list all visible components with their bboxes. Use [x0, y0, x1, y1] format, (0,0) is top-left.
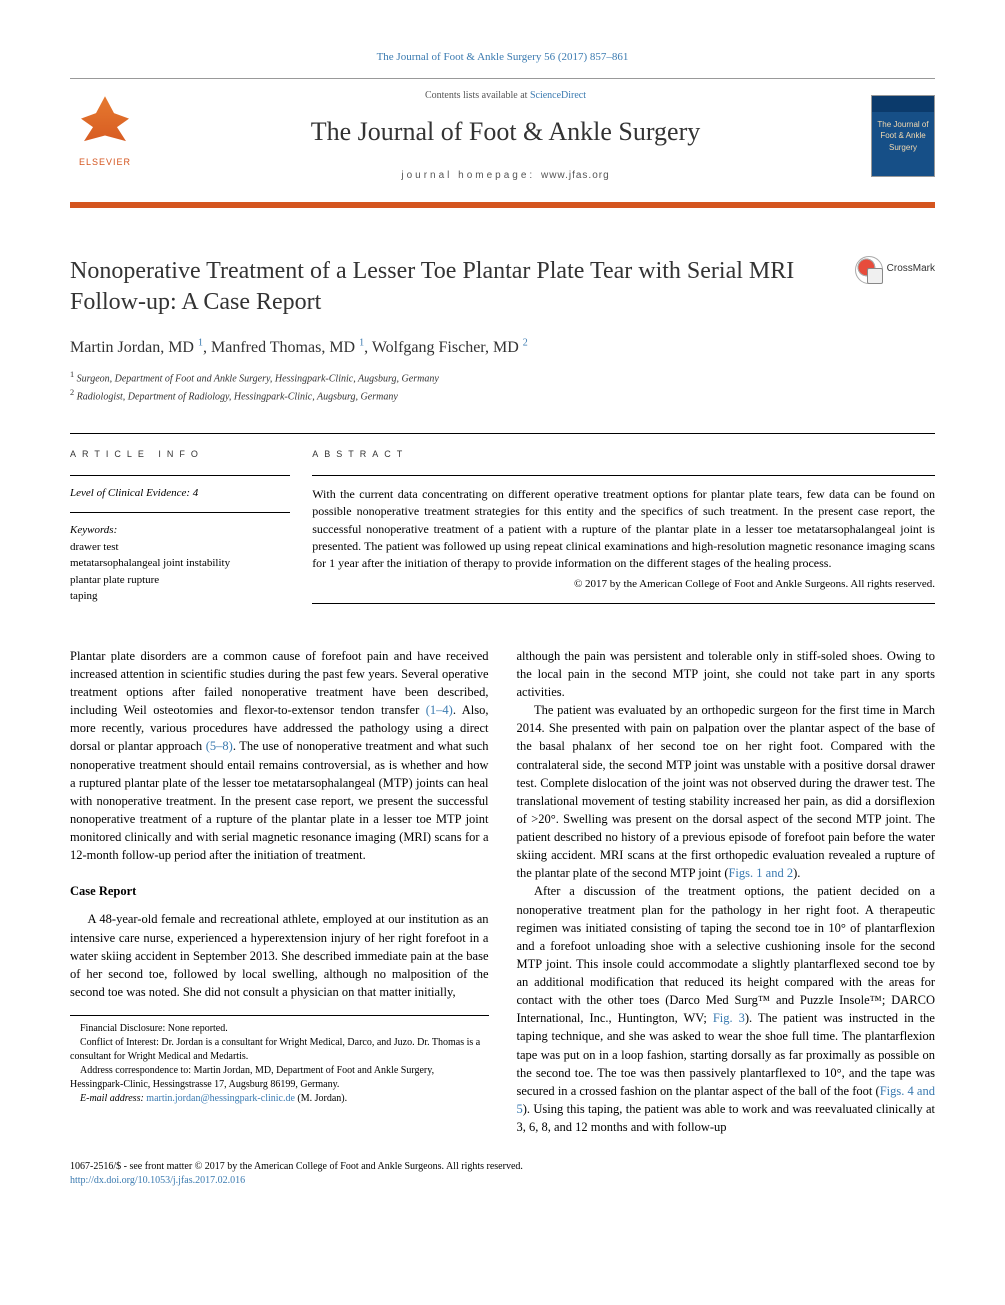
case-paragraph-1: A 48-year-old female and recreational at…	[70, 910, 489, 1001]
keywords-label: Keywords:	[70, 523, 290, 539]
keyword-item: drawer test	[70, 539, 290, 556]
col2-paragraph-1: although the pain was persistent and tol…	[517, 647, 936, 701]
journal-homepage-line: journal homepage: www.jfas.org	[140, 169, 871, 184]
affiliation-2: 2 Radiologist, Department of Radiology, …	[70, 387, 935, 405]
contents-prefix: Contents lists available at	[425, 90, 530, 101]
homepage-link[interactable]: www.jfas.org	[541, 170, 610, 181]
affiliation-1: 1 Surgeon, Department of Foot and Ankle …	[70, 369, 935, 387]
ref-link[interactable]: (5–8)	[206, 739, 233, 753]
abstract-text: With the current data concentrating on d…	[312, 486, 935, 573]
col2-paragraph-2: The patient was evaluated by an orthoped…	[517, 701, 936, 882]
abstract-column: ABSTRACT With the current data concentra…	[312, 434, 935, 605]
article-title: Nonoperative Treatment of a Lesser Toe P…	[70, 256, 855, 318]
correspondence-email-link[interactable]: martin.jordan@hessingpark-clinic.de	[146, 1093, 295, 1104]
publisher-logo: ELSEVIER	[70, 96, 140, 176]
affiliations: 1 Surgeon, Department of Foot and Ankle …	[70, 369, 935, 405]
keywords-list: drawer test metatarsophalangeal joint in…	[70, 539, 290, 605]
keyword-item: metatarsophalangeal joint instability	[70, 555, 290, 572]
figure-link[interactable]: Fig. 3	[713, 1011, 745, 1025]
correspondence: Address correspondence to: Martin Jordan…	[70, 1064, 489, 1092]
email-line: E-mail address: martin.jordan@hessingpar…	[70, 1092, 489, 1106]
case-report-heading: Case Report	[70, 882, 489, 900]
intro-paragraph: Plantar plate disorders are a common cau…	[70, 647, 489, 865]
ref-link[interactable]: (1–4)	[426, 703, 453, 717]
article-body: Plantar plate disorders are a common cau…	[70, 647, 935, 1136]
keyword-item: taping	[70, 588, 290, 605]
publisher-name: ELSEVIER	[79, 156, 131, 169]
figure-link[interactable]: Figs. 1 and 2	[728, 866, 793, 880]
affiliation-1-text: Surgeon, Department of Foot and Ankle Su…	[77, 374, 439, 385]
abstract-label: ABSTRACT	[312, 448, 935, 461]
journal-cover-thumb: The Journal of Foot & Ankle Surgery	[871, 95, 935, 177]
article-info-label: ARTICLE INFO	[70, 448, 290, 461]
email-suffix: (M. Jordan).	[297, 1093, 347, 1104]
col2-paragraph-3: After a discussion of the treatment opti…	[517, 882, 936, 1136]
conflict-of-interest: Conflict of Interest: Dr. Jordan is a co…	[70, 1036, 489, 1064]
level-of-evidence: Level of Clinical Evidence: 4	[70, 486, 290, 502]
crossmark-badge[interactable]: CrossMark	[855, 256, 935, 284]
email-label: E-mail address:	[80, 1093, 144, 1104]
sciencedirect-link[interactable]: ScienceDirect	[530, 90, 586, 101]
keyword-item: plantar plate rupture	[70, 572, 290, 589]
elsevier-tree-icon	[75, 96, 135, 152]
masthead: ELSEVIER Contents lists available at Sci…	[70, 78, 935, 208]
journal-name: The Journal of Foot & Ankle Surgery	[140, 113, 871, 151]
abstract-copyright: © 2017 by the American College of Foot a…	[312, 577, 935, 593]
affiliation-2-text: Radiologist, Department of Radiology, He…	[77, 391, 398, 402]
crossmark-icon	[855, 256, 883, 284]
figure-link[interactable]: Figs. 4 and 5	[517, 1084, 935, 1116]
loe-label: Level of Clinical Evidence:	[70, 487, 190, 499]
crossmark-label: CrossMark	[887, 262, 935, 277]
bottom-bar: 1067-2516/$ - see front matter © 2017 by…	[70, 1160, 935, 1188]
homepage-prefix: journal homepage:	[401, 170, 541, 181]
footnotes-block: Financial Disclosure: None reported. Con…	[70, 1015, 489, 1106]
doi-link[interactable]: http://dx.doi.org/10.1053/j.jfas.2017.02…	[70, 1175, 245, 1186]
contents-list-line: Contents lists available at ScienceDirec…	[140, 89, 871, 104]
authors-line: Martin Jordan, MD 1, Manfred Thomas, MD …	[70, 336, 935, 359]
citation-header: The Journal of Foot & Ankle Surgery 56 (…	[70, 50, 935, 66]
loe-value: 4	[193, 487, 199, 499]
article-info-column: ARTICLE INFO Level of Clinical Evidence:…	[70, 434, 312, 605]
front-matter-line: 1067-2516/$ - see front matter © 2017 by…	[70, 1160, 935, 1174]
financial-disclosure: Financial Disclosure: None reported.	[70, 1022, 489, 1036]
